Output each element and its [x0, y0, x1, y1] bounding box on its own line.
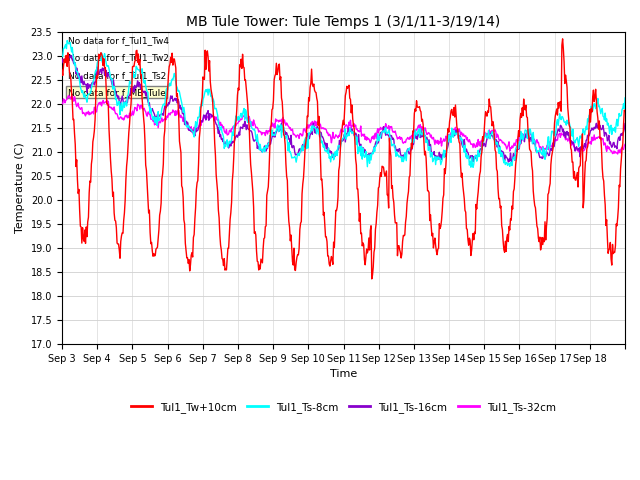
X-axis label: Time: Time [330, 370, 357, 380]
Text: No data for f_Tul1_Tw2: No data for f_Tul1_Tw2 [68, 53, 169, 62]
Text: No data for f_Tul1_Tw4: No data for f_Tul1_Tw4 [68, 36, 169, 45]
Text: No data for f_Tul1_Ts2: No data for f_Tul1_Ts2 [68, 71, 166, 80]
Y-axis label: Temperature (C): Temperature (C) [15, 143, 25, 233]
Text: No data for f_MB_Tule: No data for f_MB_Tule [68, 88, 166, 97]
Title: MB Tule Tower: Tule Temps 1 (3/1/11-3/19/14): MB Tule Tower: Tule Temps 1 (3/1/11-3/19… [186, 15, 500, 29]
Legend: Tul1_Tw+10cm, Tul1_Ts-8cm, Tul1_Ts-16cm, Tul1_Ts-32cm: Tul1_Tw+10cm, Tul1_Ts-8cm, Tul1_Ts-16cm,… [127, 398, 560, 417]
